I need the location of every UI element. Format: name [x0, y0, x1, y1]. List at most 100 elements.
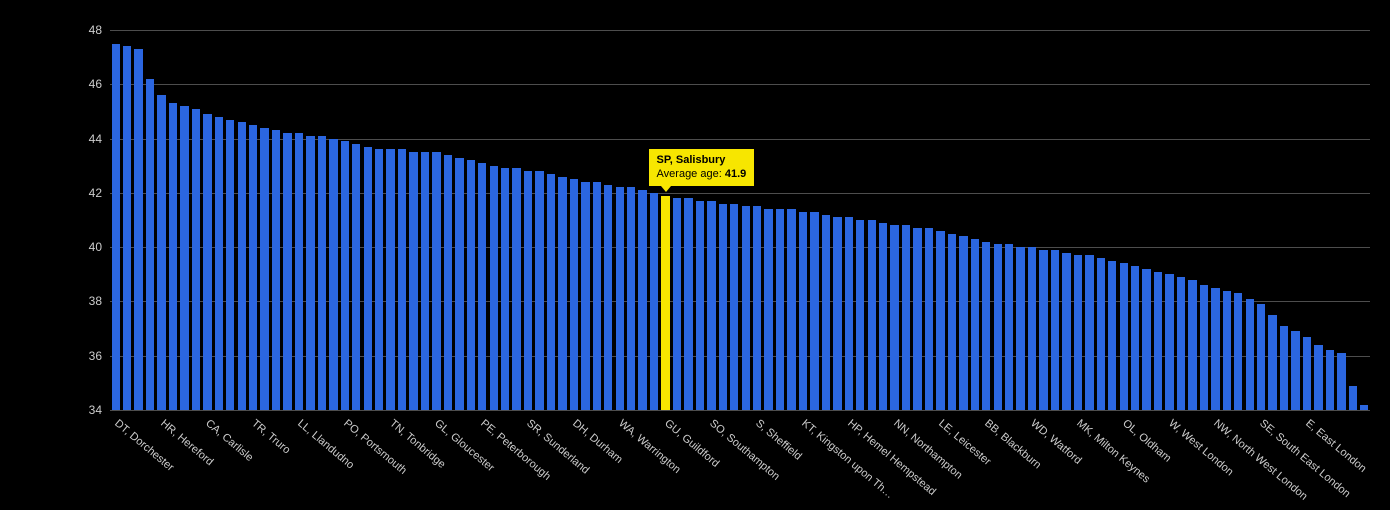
- bar[interactable]: [913, 228, 921, 410]
- bar[interactable]: [1257, 304, 1265, 410]
- bar[interactable]: [215, 117, 223, 410]
- bar[interactable]: [730, 204, 738, 410]
- bar[interactable]: [742, 206, 750, 410]
- bar[interactable]: [707, 201, 715, 410]
- bar[interactable]: [570, 179, 578, 410]
- bar[interactable]: [593, 182, 601, 410]
- bar[interactable]: [1200, 285, 1208, 410]
- bar[interactable]: [959, 236, 967, 410]
- bar[interactable]: [444, 155, 452, 410]
- bar[interactable]: [432, 152, 440, 410]
- bar[interactable]: [776, 209, 784, 410]
- bar[interactable]: [490, 166, 498, 410]
- bar[interactable]: [787, 209, 795, 410]
- bar[interactable]: [1039, 250, 1047, 410]
- bar[interactable]: [1234, 293, 1242, 410]
- bar[interactable]: [352, 144, 360, 410]
- bar[interactable]: [467, 160, 475, 410]
- bar[interactable]: [226, 120, 234, 410]
- bar[interactable]: [1188, 280, 1196, 410]
- bar[interactable]: [1360, 405, 1368, 410]
- bar[interactable]: [1303, 337, 1311, 410]
- bar[interactable]: [1016, 247, 1024, 410]
- bar[interactable]: [375, 149, 383, 410]
- bar[interactable]: [982, 242, 990, 410]
- bar[interactable]: [386, 149, 394, 410]
- bar[interactable]: [799, 212, 807, 410]
- bar[interactable]: [1337, 353, 1345, 410]
- bar[interactable]: [535, 171, 543, 410]
- bar[interactable]: [455, 158, 463, 410]
- bar[interactable]: [925, 228, 933, 410]
- bar[interactable]: [318, 136, 326, 410]
- bar[interactable]: [238, 122, 246, 410]
- bar[interactable]: [936, 231, 944, 410]
- bar[interactable]: [696, 201, 704, 410]
- bar[interactable]: [845, 217, 853, 410]
- bar[interactable]: [890, 225, 898, 410]
- bar[interactable]: [478, 163, 486, 410]
- bar[interactable]: [1165, 274, 1173, 410]
- bar[interactable]: [1108, 261, 1116, 410]
- bar[interactable]: [1314, 345, 1322, 410]
- bar[interactable]: [1005, 244, 1013, 410]
- bar[interactable]: [306, 136, 314, 410]
- bar[interactable]: [1062, 253, 1070, 410]
- bar[interactable]: [1097, 258, 1105, 410]
- bar[interactable]: [753, 206, 761, 410]
- bar[interactable]: [180, 106, 188, 410]
- bar[interactable]: [627, 187, 635, 410]
- bar[interactable]: [1131, 266, 1139, 410]
- bar[interactable]: [673, 198, 681, 410]
- bar[interactable]: [341, 141, 349, 410]
- bar[interactable]: [1211, 288, 1219, 410]
- bar[interactable]: [810, 212, 818, 410]
- bar[interactable]: [157, 95, 165, 410]
- bar[interactable]: [1349, 386, 1357, 410]
- bar[interactable]: [249, 125, 257, 410]
- bar[interactable]: [1142, 269, 1150, 410]
- bar[interactable]: [1028, 247, 1036, 410]
- bar[interactable]: [650, 193, 658, 410]
- bar[interactable]: [1291, 331, 1299, 410]
- bar[interactable]: [581, 182, 589, 410]
- bar[interactable]: [1246, 299, 1254, 410]
- bar[interactable]: [169, 103, 177, 410]
- bar[interactable]: [558, 177, 566, 410]
- bar[interactable]: [638, 190, 646, 410]
- bar[interactable]: [1085, 255, 1093, 410]
- bar[interactable]: [719, 204, 727, 410]
- bar[interactable]: [1177, 277, 1185, 410]
- bar[interactable]: [112, 44, 120, 410]
- bar[interactable]: [512, 168, 520, 410]
- bar[interactable]: [1154, 272, 1162, 410]
- bar[interactable]: [501, 168, 509, 410]
- bar[interactable]: [948, 234, 956, 410]
- bar[interactable]: [616, 187, 624, 410]
- bar[interactable]: [764, 209, 772, 410]
- bar[interactable]: [833, 217, 841, 410]
- bar[interactable]: [260, 128, 268, 410]
- bar[interactable]: [398, 149, 406, 410]
- bar[interactable]: [1120, 263, 1128, 410]
- bar-highlight[interactable]: [661, 196, 669, 410]
- bar[interactable]: [1268, 315, 1276, 410]
- bar[interactable]: [902, 225, 910, 410]
- bar[interactable]: [421, 152, 429, 410]
- bar[interactable]: [879, 223, 887, 410]
- bar[interactable]: [192, 109, 200, 410]
- bar[interactable]: [1074, 255, 1082, 410]
- bar[interactable]: [971, 239, 979, 410]
- bar[interactable]: [203, 114, 211, 410]
- bar[interactable]: [283, 133, 291, 410]
- bar[interactable]: [684, 198, 692, 410]
- bar[interactable]: [604, 185, 612, 410]
- bar[interactable]: [1051, 250, 1059, 410]
- bar[interactable]: [524, 171, 532, 410]
- bar[interactable]: [364, 147, 372, 410]
- bar[interactable]: [409, 152, 417, 410]
- bar[interactable]: [1280, 326, 1288, 410]
- bar[interactable]: [1326, 350, 1334, 410]
- bar[interactable]: [868, 220, 876, 410]
- bar[interactable]: [1223, 291, 1231, 410]
